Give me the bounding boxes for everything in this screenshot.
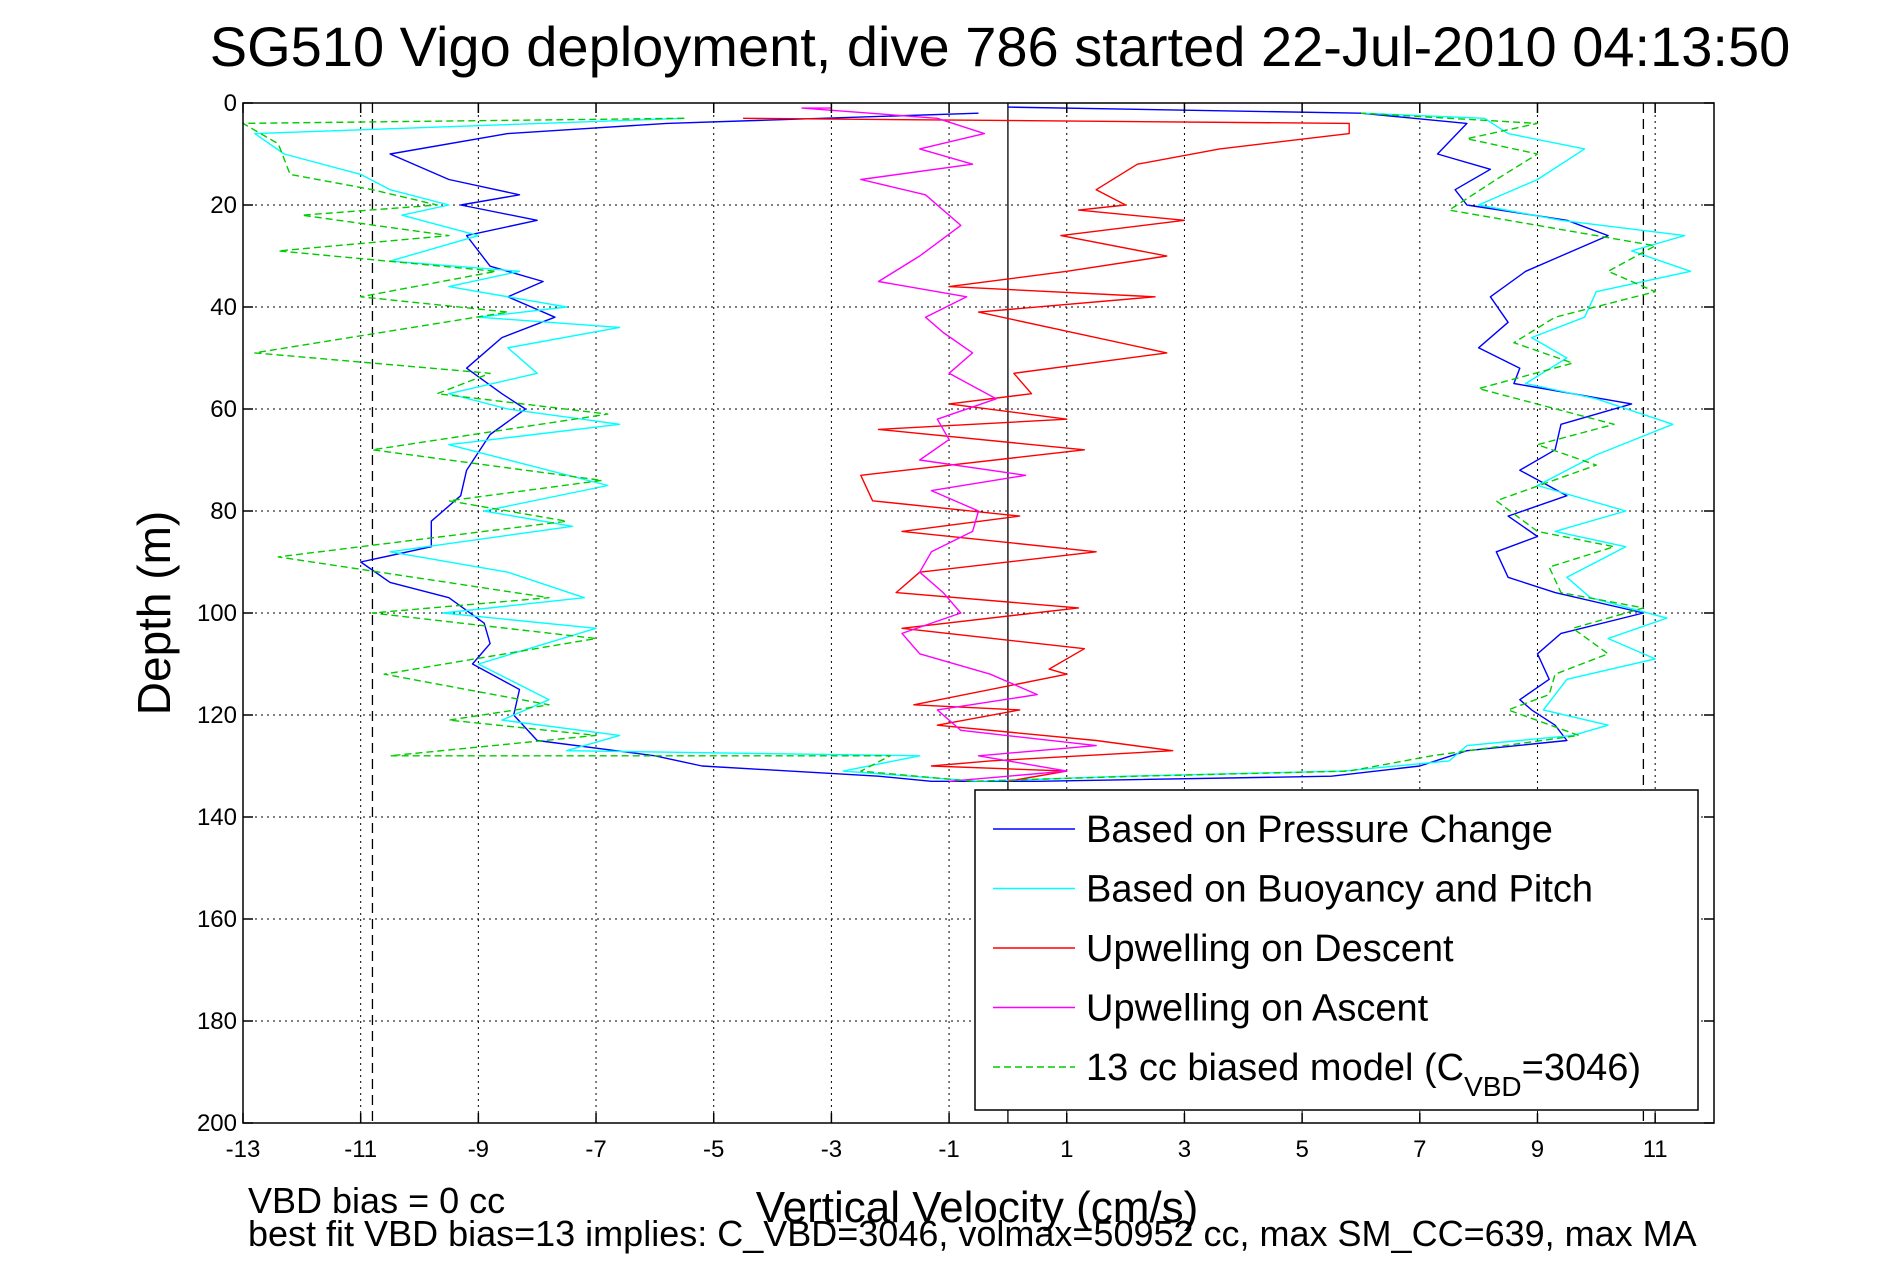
x-tick-label: 1: [1060, 1136, 1073, 1163]
vbd-bias-note: VBD bias = 0 cc: [248, 1180, 505, 1221]
series-line-3: [743, 117, 1350, 782]
x-tick-label: -7: [585, 1136, 606, 1163]
legend-label-1: Based on Pressure Change: [1086, 809, 1553, 851]
x-tick-label: -11: [344, 1136, 377, 1163]
x-tick-label: -9: [468, 1136, 489, 1163]
y-tick-label: 40: [210, 294, 237, 321]
x-tick-label: -5: [703, 1136, 724, 1163]
series-line-4: [801, 107, 1097, 782]
series-line-1: [360, 106, 1645, 782]
legend-label-3: Upwelling on Descent: [1086, 928, 1454, 970]
chart-title: SG510 Vigo deployment, dive 786 started …: [210, 15, 1791, 78]
y-tick-label: 20: [210, 192, 237, 219]
x-tick-label: 5: [1295, 1136, 1308, 1163]
series-line-5: [242, 112, 1656, 782]
legend-label-4: Upwelling on Ascent: [1086, 988, 1429, 1030]
x-tick-label: 7: [1413, 1136, 1426, 1163]
legend-label-2: Based on Buoyancy and Pitch: [1086, 869, 1593, 911]
x-tick-label: -3: [821, 1136, 842, 1163]
y-tick-label: 160: [197, 906, 237, 933]
y-tick-label: 140: [197, 804, 237, 831]
y-axis-ticks: 0 20 40 60 80 100 120 140 160 180 200: [197, 90, 1714, 1137]
x-tick-label: 3: [1178, 1136, 1191, 1163]
x-tick-label: 11: [1643, 1136, 1668, 1163]
y-tick-label: 0: [224, 90, 237, 117]
series-layer: [242, 106, 1692, 782]
legend: Based on Pressure Change Based on Buoyanc…: [974, 789, 1699, 1111]
y-tick-label: 80: [210, 498, 237, 525]
x-axis-ticks: -13 -11 -9 -7 -5 -3 -1 1 3 5 7 9 11: [226, 103, 1668, 1163]
x-tick-label: -13: [226, 1136, 261, 1163]
y-tick-label: 100: [197, 600, 237, 627]
y-tick-label: 180: [197, 1008, 237, 1035]
y-tick-label: 200: [197, 1110, 237, 1137]
y-axis-label: Depth (m): [128, 511, 180, 715]
y-tick-label: 60: [210, 396, 237, 423]
best-fit-note: best fit VBD bias=13 implies: C_VBD=3046…: [248, 1213, 1697, 1254]
x-axis-label: Vertical Velocity (cm/s): [756, 1183, 1199, 1232]
legend-box: [974, 789, 1699, 1111]
x-tick-label: 9: [1531, 1136, 1544, 1163]
x-tick-label: -1: [938, 1136, 959, 1163]
y-tick-label: 120: [197, 702, 237, 729]
